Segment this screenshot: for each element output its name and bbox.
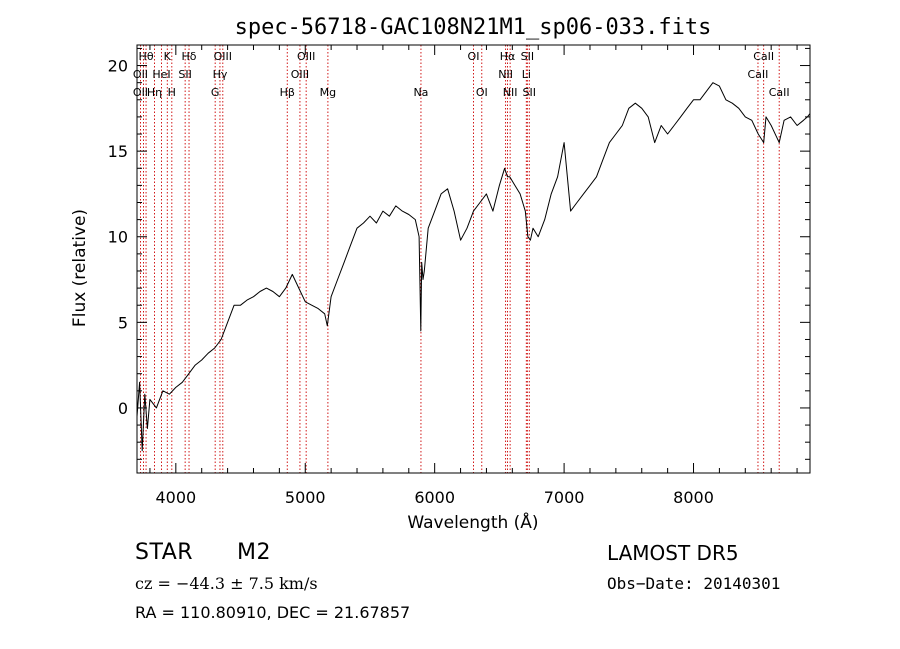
line-label-hγ: Hγ [213,68,228,81]
line-label-oii: OII [133,68,148,81]
line-label-caii: CaII [769,86,790,99]
line-label-mg: Mg [320,86,336,99]
line-label-hη: Hη [147,86,162,99]
line-label-g: G [211,86,220,99]
line-label-caii: CaII [748,68,769,81]
line-label-oi: OI [476,86,488,99]
line-label-nii: NII [498,68,513,81]
y-axis-label: Flux (relative) [70,209,90,327]
emission-line-markers [140,45,780,473]
line-label-oiii: OIII [291,68,309,81]
line-label-hδ: Hδ [182,50,197,63]
line-label-hα: Hα [500,50,516,63]
object-subclass: M2 [237,540,271,565]
x-tick-label: 7000 [544,488,585,507]
y-tick-label: 0 [118,399,128,418]
line-label-na: Na [413,86,428,99]
y-tick-label: 5 [118,313,128,332]
line-label-caii: CaII [753,50,774,63]
observation-date: Obs−Date: 20140301 [607,574,781,593]
object-class: STAR [135,540,194,565]
emission-line-labels: Hθ K Hδ OIII OIII OI Hα SII CaII OII HeI SII Hγ OIII N… [133,50,790,99]
line-label-hβ: Hβ [280,86,295,99]
line-label-oiii: OIII [214,50,232,63]
line-label-h: H [168,86,176,99]
y-tick-label: 20 [108,57,128,76]
line-label-oii: OII [133,86,148,99]
line-label-sii: SII [521,50,534,63]
spectrum-line [136,82,811,452]
x-tick-label: 5000 [285,488,326,507]
x-axis-label: Wavelength (Å) [407,511,538,533]
line-label-hei: HeI [152,68,170,81]
plot-frame [136,44,811,474]
chart-title: spec-56718-GAC108N21M1_sp06-033.fits [235,15,712,40]
x-tick-label: 4000 [155,488,196,507]
x-tick-label: 6000 [414,488,455,507]
line-label-li: Li [522,68,531,81]
ra-dec-coordinates: RA = 110.80910, DEC = 21.67857 [135,603,411,622]
y-tick-label: 15 [108,142,128,161]
plot-axes: 4000 5000 6000 7000 8000 0 5 10 15 20 [108,44,811,507]
line-label-sii: SII [523,86,536,99]
line-label-hθ: Hθ [139,50,154,63]
line-label-nii: NII [503,86,518,99]
survey-name: LAMOST DR5 [607,541,739,565]
line-label-k: K [164,50,172,63]
line-label-sii: SII [178,68,191,81]
spectrum-series [136,82,811,452]
line-label-oiii: OIII [297,50,315,63]
line-label-oi: OI [468,50,480,63]
redshift-cz: cz = −44.3 ± 7.5 km/s [135,574,318,593]
y-tick-label: 10 [108,228,128,247]
x-tick-label: 8000 [673,488,714,507]
